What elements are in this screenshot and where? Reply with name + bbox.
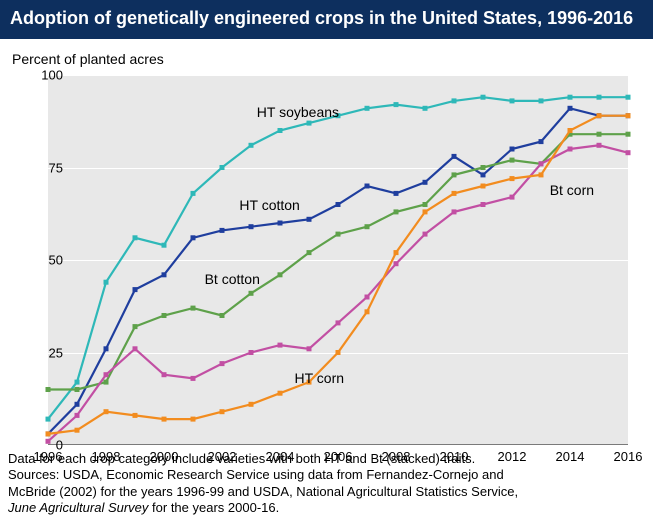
chart-lines <box>48 75 628 445</box>
series-label-bt-corn: Bt corn <box>550 182 594 198</box>
chart-area: Percent of planted acres HT soybeans HT c… <box>0 39 653 459</box>
series-label-bt-cotton: Bt cotton <box>205 271 260 287</box>
chart-footnote: Data for each crop category include vari… <box>8 451 645 516</box>
series-label-ht-soybeans: HT soybeans <box>257 104 339 120</box>
y-tick-label: 75 <box>23 160 63 175</box>
chart-title: Adoption of genetically engineered crops… <box>10 8 643 29</box>
title-bar: Adoption of genetically engineered crops… <box>0 0 653 39</box>
footnote-line-1: Data for each crop category include vari… <box>8 451 475 466</box>
plot: HT soybeans HT cotton Bt cotton Bt corn HT c… <box>48 75 628 445</box>
series-label-ht-corn: HT corn <box>295 370 345 386</box>
footnote-line-3: McBride (2002) for the years 1996-99 and… <box>8 484 518 499</box>
footnote-line-2: Sources: USDA, Economic Research Service… <box>8 467 504 482</box>
x-axis-line <box>48 444 628 446</box>
series-ht-cotton <box>46 106 631 437</box>
y-tick-label: 50 <box>23 253 63 268</box>
series-label-ht-cotton: HT cotton <box>239 197 299 213</box>
footnote-italic: June Agricultural Survey <box>8 500 148 515</box>
footnote-tail: for the years 2000-16. <box>148 500 279 515</box>
y-tick-label: 25 <box>23 345 63 360</box>
y-tick-label: 100 <box>23 68 63 83</box>
y-axis-title: Percent of planted acres <box>12 51 164 67</box>
